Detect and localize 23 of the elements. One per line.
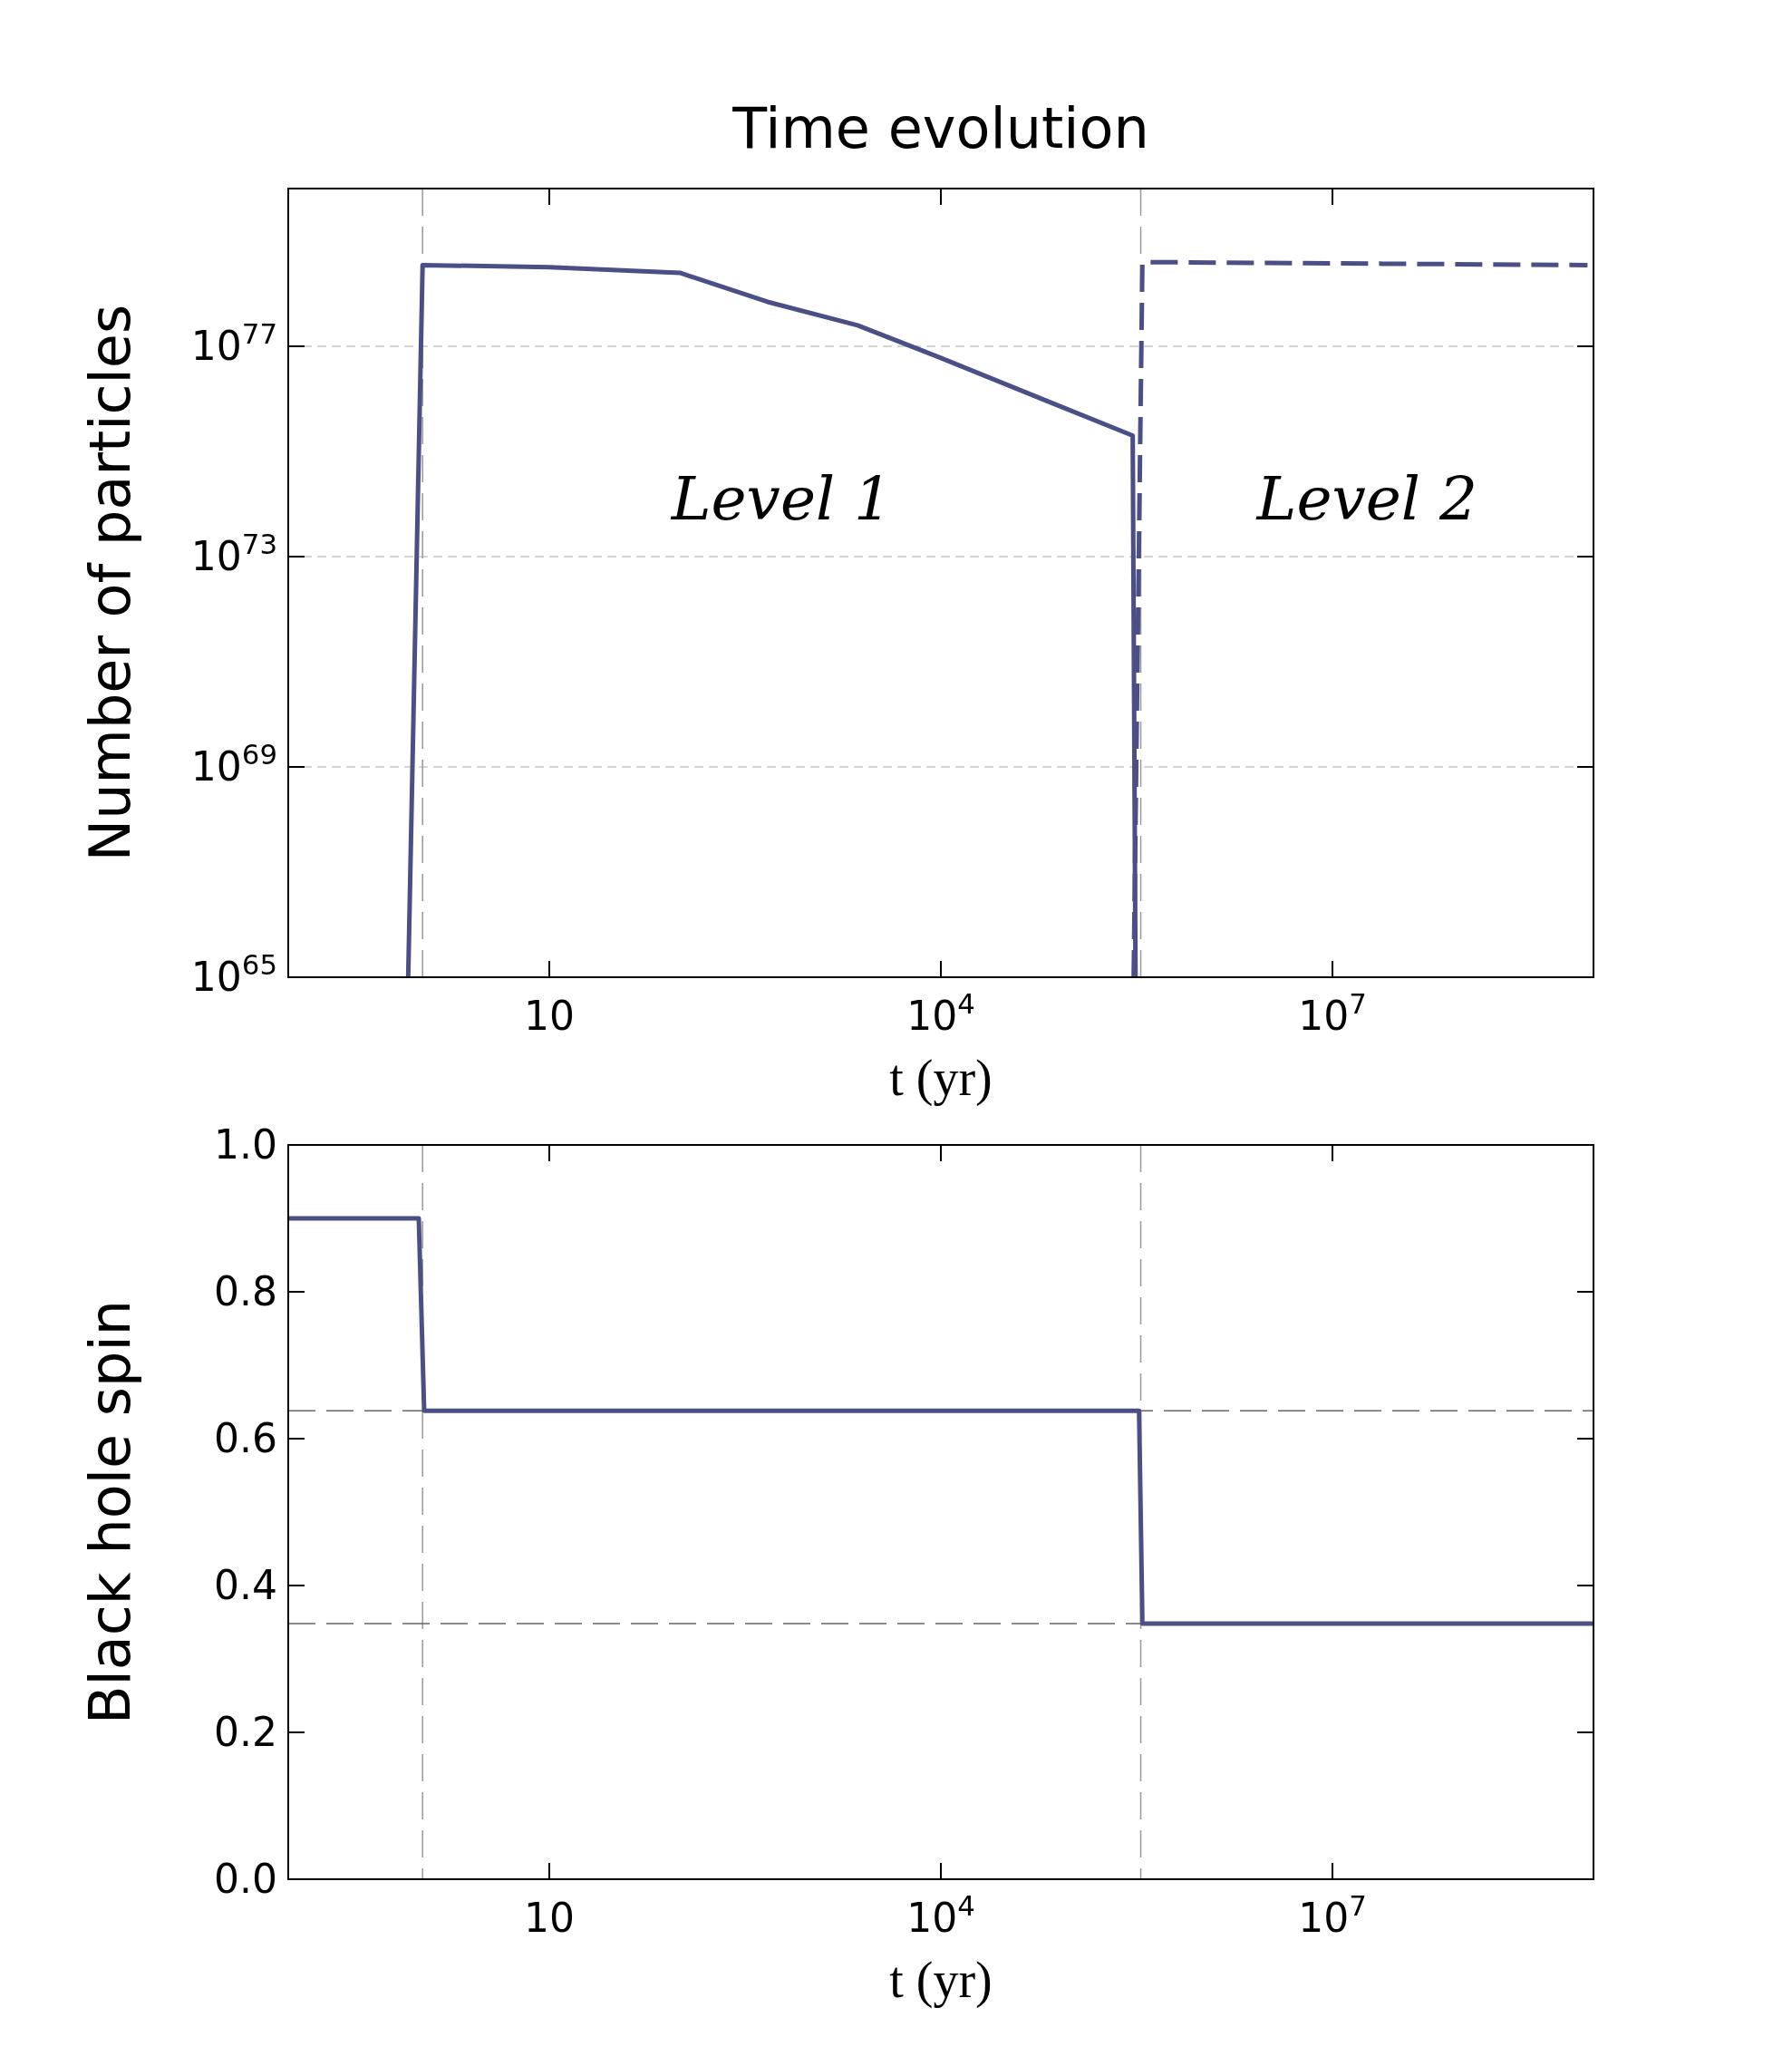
x-tick-label: 10: [524, 1895, 575, 1941]
x-tick-label: 10$^{7}$: [1298, 1889, 1367, 1941]
y-tick-label: 10$^{77}$: [190, 317, 277, 370]
x-tick-label: 10$^{7}$: [1298, 987, 1367, 1039]
annotation: Level 1: [670, 464, 893, 535]
x-tick-label: 10$^{4}$: [906, 987, 975, 1039]
x-tick-label: 10: [524, 993, 575, 1039]
y-tick-label: 1.0: [214, 1121, 277, 1169]
y-tick-label: 10$^{69}$: [190, 738, 277, 790]
y-tick-label: 10$^{65}$: [190, 948, 277, 1001]
x-axis-title: t (yr): [889, 1952, 993, 2009]
y-tick-label: 0.8: [214, 1268, 277, 1315]
y-tick-label: 0.0: [214, 1856, 277, 1903]
y-tick-label: 0.2: [214, 1709, 277, 1756]
chart-title: Time evolution: [731, 95, 1149, 161]
y-axis-title: Black hole spin: [77, 1300, 143, 1724]
y-tick-label: 0.4: [214, 1562, 277, 1609]
x-axis-title: t (yr): [889, 1050, 993, 1107]
y-tick-label: 0.6: [214, 1415, 277, 1462]
y-tick-label: 10$^{73}$: [190, 528, 277, 580]
y-axis-title: Number of particles: [77, 304, 143, 862]
x-tick-label: 10$^{4}$: [906, 1889, 975, 1941]
annotation: Level 2: [1255, 464, 1477, 535]
